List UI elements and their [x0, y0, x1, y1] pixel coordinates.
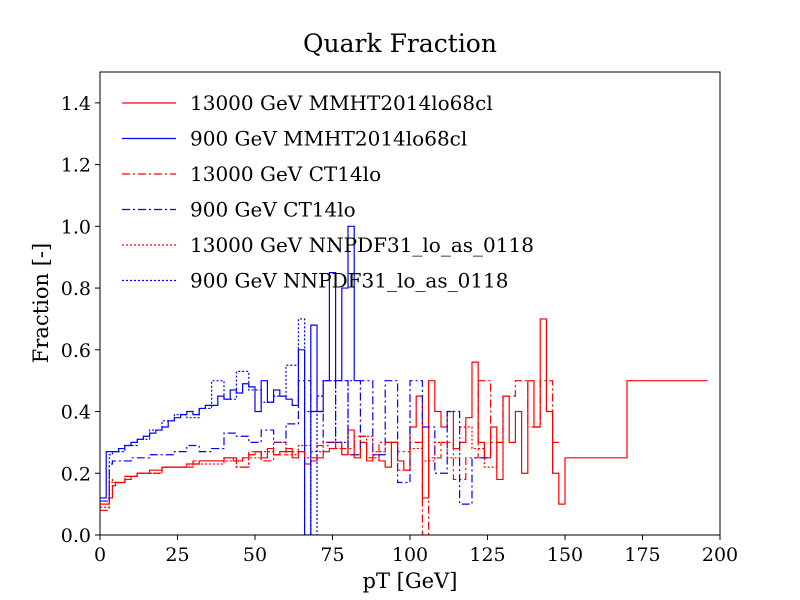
series-line-3 — [100, 380, 559, 535]
y-axis-label: Fraction [-] — [29, 243, 53, 363]
legend-label: 900 GeV CT14lo — [190, 198, 356, 222]
legend: 13000 GeV MMHT2014lo68cl 900 GeV MMHT2014… — [122, 91, 534, 293]
y-tick-label: 0.0 — [61, 525, 91, 547]
series-line-6 — [100, 318, 355, 535]
y-tick-label: 1.4 — [61, 93, 91, 115]
legend-label: 13000 GeV NNPDF31_lo_as_0118 — [190, 233, 534, 257]
y-tick-label: 0.2 — [61, 463, 91, 485]
legend-label: 13000 GeV MMHT2014lo68cl — [190, 91, 493, 115]
legend-label: 900 GeV MMHT2014lo68cl — [190, 127, 467, 151]
x-tick-label: 75 — [320, 544, 344, 566]
legend-label: 13000 GeV CT14lo — [190, 162, 381, 186]
x-tick-label: 125 — [469, 544, 505, 566]
x-tick-label: 175 — [624, 544, 660, 566]
series-line-4 — [100, 380, 491, 505]
x-axis-label: pT [GeV] — [363, 569, 458, 593]
x-tick-label: 0 — [94, 544, 106, 566]
y-tick-label: 0.8 — [61, 278, 91, 300]
chart-title: Quark Fraction — [303, 29, 497, 58]
y-tick-label: 1.2 — [61, 155, 91, 177]
legend-label: 900 GeV NNPDF31_lo_as_0118 — [190, 269, 509, 293]
series-line-5 — [100, 426, 503, 508]
x-tick-label: 25 — [165, 544, 189, 566]
x-tick-label: 50 — [243, 544, 267, 566]
x-tick-label: 150 — [547, 544, 583, 566]
series-layer — [100, 225, 708, 535]
y-axis: 0.0 0.2 0.4 0.6 0.8 1.0 1.2 1.4 — [61, 93, 100, 547]
y-tick-label: 0.6 — [61, 340, 91, 362]
x-axis: 0 25 50 75 100 125 150 175 200 — [94, 535, 738, 566]
x-tick-label: 100 — [392, 544, 428, 566]
series-line-1 — [100, 318, 708, 505]
y-tick-label: 0.4 — [61, 402, 91, 424]
x-tick-label: 200 — [702, 544, 738, 566]
y-tick-label: 1.0 — [61, 216, 91, 238]
